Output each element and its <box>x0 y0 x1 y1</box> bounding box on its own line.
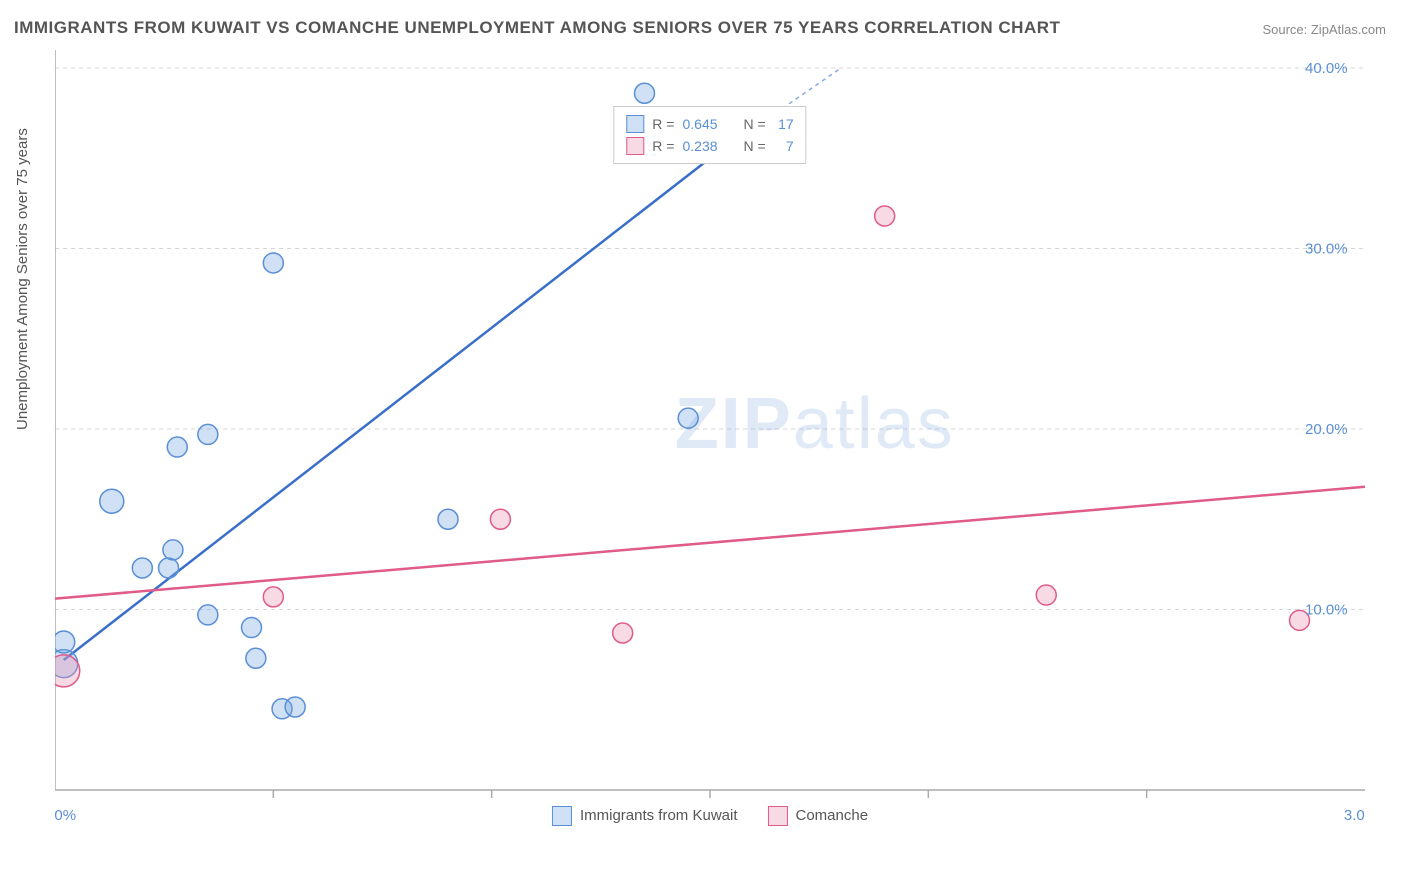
chart-title: IMMIGRANTS FROM KUWAIT VS COMANCHE UNEMP… <box>14 18 1060 38</box>
n-value: 7 <box>774 138 794 154</box>
r-label: R = <box>652 138 674 154</box>
legend-swatch <box>626 115 644 133</box>
svg-text:10.0%: 10.0% <box>1305 602 1348 619</box>
legend-swatch <box>626 137 644 155</box>
svg-text:0.0%: 0.0% <box>55 807 76 824</box>
series-legend: Immigrants from Kuwait Comanche <box>552 806 868 826</box>
series-legend-label: Immigrants from Kuwait <box>580 807 738 824</box>
r-value: 0.645 <box>682 116 717 132</box>
source-name: ZipAtlas.com <box>1311 22 1386 37</box>
svg-text:30.0%: 30.0% <box>1305 241 1348 258</box>
n-value: 17 <box>774 116 794 132</box>
legend-swatch <box>768 806 788 826</box>
svg-text:20.0%: 20.0% <box>1305 421 1348 438</box>
correlation-legend-row: R = 0.238 N = 7 <box>626 135 793 157</box>
series-legend-item: Immigrants from Kuwait <box>552 806 738 826</box>
r-label: R = <box>652 116 674 132</box>
correlation-legend-row: R = 0.645 N = 17 <box>626 113 793 135</box>
n-label: N = <box>744 138 766 154</box>
source-prefix: Source: <box>1262 22 1310 37</box>
legend-swatch <box>552 806 572 826</box>
r-value: 0.238 <box>682 138 717 154</box>
scatter-plot: 10.0% 20.0% 30.0% 40.0% 0.0% 3.0% <box>55 50 1365 830</box>
svg-text:3.0%: 3.0% <box>1344 807 1365 824</box>
n-label: N = <box>744 116 766 132</box>
correlation-legend: R = 0.645 N = 17 R = 0.238 N = 7 <box>613 106 806 164</box>
series-legend-item: Comanche <box>768 806 869 826</box>
chart-area: 10.0%20.0%30.0%40.0%0.0%3.0% ZIPatlas R … <box>55 50 1365 830</box>
y-axis-label: Unemployment Among Seniors over 75 years <box>14 128 31 430</box>
source-label: Source: ZipAtlas.com <box>1262 22 1386 37</box>
series-legend-label: Comanche <box>796 807 869 824</box>
svg-text:40.0%: 40.0% <box>1305 60 1348 77</box>
